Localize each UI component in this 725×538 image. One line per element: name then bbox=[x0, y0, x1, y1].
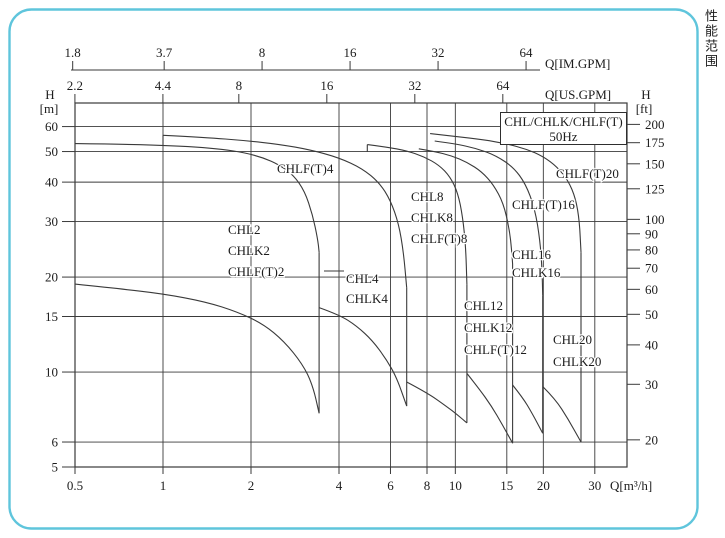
curve-chl16-lower bbox=[512, 384, 544, 434]
bottom-axis-tick-label: 1 bbox=[160, 478, 167, 493]
bottom-axis-tick-label: 0.5 bbox=[67, 478, 83, 493]
bottom-axis-tick-label: 8 bbox=[424, 478, 431, 493]
right-axis-tick-label: 70 bbox=[645, 261, 658, 276]
right-axis-tick-label: 150 bbox=[645, 156, 665, 171]
region-label: CHLF(T)12 bbox=[464, 342, 527, 357]
curve-chl20-upper bbox=[430, 133, 582, 253]
left-axis-tick-label: 20 bbox=[45, 270, 58, 285]
right-axis-letter: H bbox=[641, 87, 650, 102]
us-gpm-tick-label: 16 bbox=[320, 78, 334, 93]
left-axis-unit: [m] bbox=[40, 101, 59, 116]
region-label: CHL20 bbox=[553, 332, 592, 347]
curve-chl4-lower bbox=[318, 307, 408, 407]
region-label: CHL16 bbox=[512, 247, 552, 262]
region-label: CHL12 bbox=[464, 298, 503, 313]
curve-chl12-lower bbox=[466, 373, 514, 444]
right-axis-tick-label: 50 bbox=[645, 307, 658, 322]
chart-title-line2: 50Hz bbox=[549, 128, 578, 144]
imperial-gpm-tick-label: 16 bbox=[344, 45, 358, 60]
region-label: CHLF(T)8 bbox=[411, 231, 467, 246]
right-axis-tick-label: 100 bbox=[645, 212, 665, 227]
left-axis-tick-label: 15 bbox=[45, 309, 58, 324]
region-label: CHL8 bbox=[411, 189, 444, 204]
region-label: CHLK20 bbox=[553, 354, 601, 369]
left-axis-tick-label: 10 bbox=[45, 365, 58, 380]
left-axis-letter: H bbox=[45, 87, 54, 102]
bottom-axis-tick-label: 6 bbox=[387, 478, 394, 493]
region-label: CHLF(T)4 bbox=[277, 161, 334, 176]
us-gpm-tick-label: 4.4 bbox=[155, 78, 172, 93]
imperial-gpm-tick-label: 8 bbox=[259, 45, 266, 60]
region-label: CHL2 bbox=[228, 222, 261, 237]
curve-chl4-upper bbox=[162, 134, 408, 288]
chart-title-box: CHL/CHLK/CHLF(T) 50Hz bbox=[500, 112, 627, 145]
right-axis-tick-label: 40 bbox=[645, 337, 658, 352]
curve-chl12-upper bbox=[418, 148, 514, 265]
left-axis-tick-label: 40 bbox=[45, 175, 58, 190]
us-gpm-tick-label: 32 bbox=[408, 78, 421, 93]
region-label: CHLK8 bbox=[411, 210, 453, 225]
curve-chl2-upper bbox=[74, 143, 320, 253]
curve-chl8-lower bbox=[406, 381, 468, 424]
bottom-axis-tick-label: 15 bbox=[500, 478, 513, 493]
right-axis-tick-label: 80 bbox=[645, 242, 658, 257]
right-axis-tick-label: 30 bbox=[645, 377, 658, 392]
curve-chl2-lower bbox=[74, 283, 320, 414]
region-label: CHL4 bbox=[346, 271, 379, 286]
left-axis-tick-label: 6 bbox=[52, 435, 59, 450]
right-axis-tick-label: 20 bbox=[645, 432, 658, 447]
plot-border bbox=[74, 102, 628, 468]
us-gpm-axis-label: Q[US.GPM] bbox=[545, 87, 611, 102]
region-label: CHLK2 bbox=[228, 243, 270, 258]
bottom-axis-tick-label: 2 bbox=[248, 478, 255, 493]
bottom-axis-label: Q[m³/h] bbox=[610, 478, 652, 493]
bottom-axis-tick-label: 20 bbox=[537, 478, 550, 493]
us-gpm-tick-label: 64 bbox=[496, 78, 510, 93]
right-axis-tick-label: 90 bbox=[645, 226, 658, 241]
region-label: CHLF(T)16 bbox=[512, 197, 575, 212]
region-label: CHLK16 bbox=[512, 265, 561, 280]
us-gpm-tick-label: 2.2 bbox=[67, 78, 83, 93]
left-axis-tick-label: 30 bbox=[45, 214, 58, 229]
bottom-axis-tick-label: 30 bbox=[588, 478, 601, 493]
left-axis-tick-label: 5 bbox=[52, 460, 59, 475]
left-axis-tick-label: 60 bbox=[45, 119, 58, 134]
us-gpm-tick-label: 8 bbox=[236, 78, 243, 93]
outer-frame bbox=[8, 8, 699, 530]
curve-chl16-upper bbox=[434, 140, 544, 296]
right-axis-tick-label: 175 bbox=[645, 135, 665, 150]
imperial-gpm-axis-label: Q[IM.GPM] bbox=[545, 56, 610, 71]
imperial-gpm-tick-label: 64 bbox=[520, 45, 534, 60]
bottom-axis-tick-label: 4 bbox=[336, 478, 343, 493]
imperial-gpm-tick-label: 3.7 bbox=[156, 45, 173, 60]
right-axis-tick-label: 200 bbox=[645, 117, 665, 132]
right-axis-tick-label: 125 bbox=[645, 181, 665, 196]
side-vertical-label: 性能范围 bbox=[703, 9, 718, 69]
region-label: CHLF(T)20 bbox=[556, 166, 619, 181]
region-label: CHLK12 bbox=[464, 320, 512, 335]
imperial-gpm-tick-label: 32 bbox=[432, 45, 445, 60]
right-axis-unit: [ft] bbox=[636, 101, 653, 116]
chart-title-line1: CHL/CHLK/CHLF(T) bbox=[504, 113, 623, 129]
left-axis-tick-label: 50 bbox=[45, 144, 58, 159]
region-label: CHLF(T)2 bbox=[228, 264, 284, 279]
bottom-axis-tick-label: 10 bbox=[449, 478, 462, 493]
right-axis-tick-label: 60 bbox=[645, 282, 658, 297]
imperial-gpm-tick-label: 1.8 bbox=[65, 45, 81, 60]
region-label: CHLK4 bbox=[346, 291, 388, 306]
curve-chl20-lower bbox=[542, 386, 582, 443]
curve-chl8-upper bbox=[367, 144, 468, 285]
